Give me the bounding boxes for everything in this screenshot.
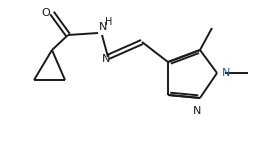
Text: H: H [105,17,112,27]
Text: N: N [222,68,230,78]
Text: O: O [41,8,51,18]
Text: N: N [99,22,107,32]
Text: N: N [102,54,110,64]
Text: N: N [193,106,201,116]
